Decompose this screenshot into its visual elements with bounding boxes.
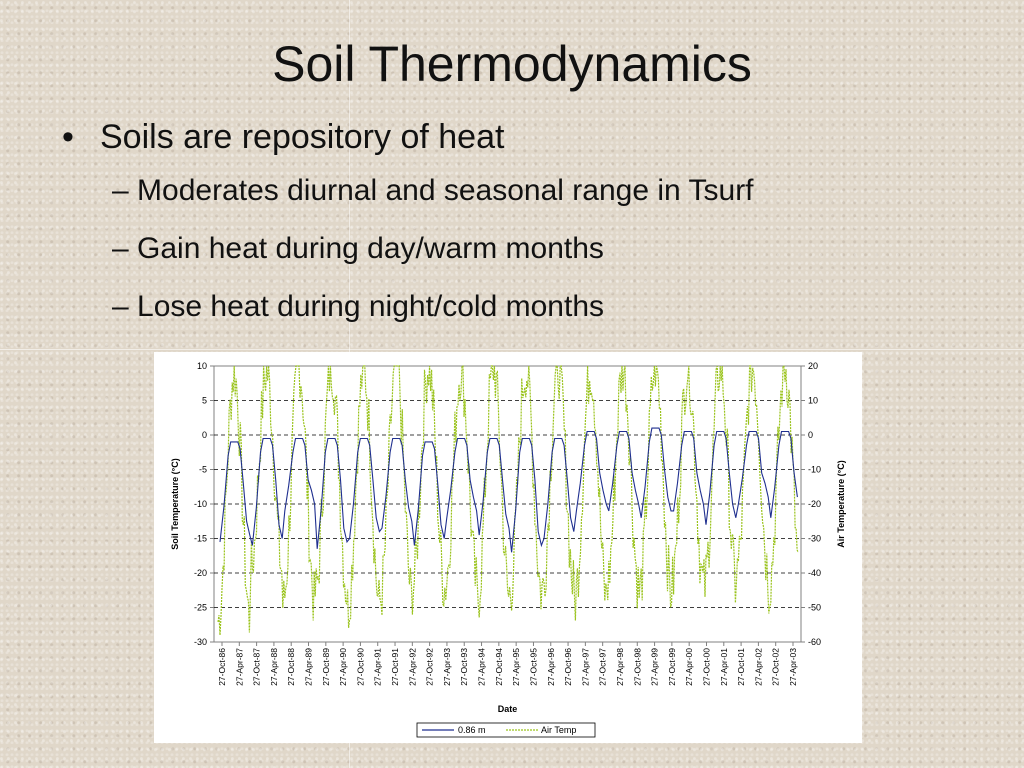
x-tick-label: 27-Apr-02 [753, 648, 763, 686]
x-tick-label: 27-Apr-93 [442, 648, 452, 686]
bullet-list: • Soils are repository of heat – Moderat… [62, 112, 1002, 336]
x-tick-label: 27-Oct-02 [771, 648, 781, 686]
x-tick-label: 27-Oct-87 [252, 648, 262, 686]
series-line-air-temp [217, 365, 799, 636]
x-tick-label: 27-Apr-92 [407, 648, 417, 686]
x-tick-label: 27-Oct-86 [217, 648, 227, 686]
series-line-soil-0-86m [219, 427, 798, 553]
y-tick-label-right: 20 [808, 361, 818, 371]
y-tick-label-left: 10 [197, 361, 207, 371]
y-tick-label-right: -30 [808, 534, 821, 544]
bullet-item: • Soils are repository of heat [62, 112, 1002, 162]
background-seam-horizontal [0, 349, 1024, 350]
x-axis-title: Date [498, 704, 518, 714]
sub-bullet-2: – Gain heat during day/warm months [112, 232, 604, 265]
x-tick-label: 27-Oct-99 [667, 648, 677, 686]
x-tick-label: 27-Oct-00 [701, 648, 711, 686]
x-tick-label: 27-Oct-94 [494, 648, 504, 686]
bullet-text: Soils are repository of heat [100, 118, 505, 156]
chart-container: 10 5 0 -5 -10 -15 -20 -25 -30 20 10 0 -10 -20 -30 -40 -5… [154, 352, 862, 743]
sub-bullet-3: – Lose heat during night/cold months [112, 290, 604, 323]
x-tick-label: 27-Apr-00 [684, 648, 694, 686]
x-tick-label: 27-Apr-96 [546, 648, 556, 686]
x-tick-label: 27-Oct-95 [528, 648, 538, 686]
x-tick-label: 27-Apr-89 [304, 648, 314, 686]
x-tick-label: 27-Apr-98 [615, 648, 625, 686]
x-tick-label: 27-Apr-88 [269, 648, 279, 686]
x-tick-label: 27-Apr-01 [719, 648, 729, 686]
x-tick-label: 27-Oct-88 [286, 648, 296, 686]
legend-label-soil: 0.86 m [458, 725, 486, 735]
bullet-dot: • [62, 118, 74, 156]
y-tick-label-left: 5 [202, 396, 207, 406]
x-tick-label: 27-Apr-94 [477, 648, 487, 686]
y-tick-label-right: -50 [808, 603, 821, 613]
y-tick-label-left: -5 [199, 465, 207, 475]
x-tick-label: 27-Oct-90 [355, 648, 365, 686]
x-tick-label: 27-Oct-96 [563, 648, 573, 686]
sub-bullet-1: – Moderates diurnal and seasonal range i… [112, 174, 754, 207]
y-tick-label-right: -10 [808, 465, 821, 475]
y-axis-title-right: Air Temperature (°C) [836, 460, 846, 547]
legend-label-air: Air Temp [541, 725, 576, 735]
x-tick-label: 27-Apr-97 [580, 648, 590, 686]
x-tick-label: 27-Oct-93 [459, 648, 469, 686]
x-tick-label: 27-Oct-01 [736, 648, 746, 686]
y-tick-label-right: 0 [808, 430, 813, 440]
x-tick-label: 27-Apr-03 [788, 648, 798, 686]
y-tick-label-right: -60 [808, 637, 821, 647]
y-tick-label-left: -30 [194, 637, 207, 647]
y-tick-label-right: 10 [808, 396, 818, 406]
temperature-chart: 10 5 0 -5 -10 -15 -20 -25 -30 20 10 0 -10 -20 -30 -40 -5… [170, 361, 846, 738]
y-axis-title-left: Soil Temperature (°C) [170, 458, 180, 549]
slide-title: Soil Thermodynamics [272, 36, 752, 92]
y-tick-label-left: -25 [194, 603, 207, 613]
x-tick-label: 27-Oct-98 [632, 648, 642, 686]
y-tick-label-left: -15 [194, 534, 207, 544]
x-tick-label: 27-Apr-95 [511, 648, 521, 686]
x-tick-label: 27-Apr-90 [338, 648, 348, 686]
y-tick-label-left: 0 [202, 430, 207, 440]
y-tick-label-right: -40 [808, 568, 821, 578]
x-tick-label: 27-Oct-89 [321, 648, 331, 686]
y-tick-label-left: -10 [194, 499, 207, 509]
x-tick-label: 27-Oct-97 [598, 648, 608, 686]
y-tick-label-left: -20 [194, 568, 207, 578]
y-tick-label-right: -20 [808, 499, 821, 509]
x-tick-label: 27-Apr-99 [650, 648, 660, 686]
x-tick-label: 27-Apr-87 [234, 648, 244, 686]
x-tick-label: 27-Oct-92 [425, 648, 435, 686]
x-tick-label: 27-Oct-91 [390, 648, 400, 686]
x-tick-label: 27-Apr-91 [373, 648, 383, 686]
